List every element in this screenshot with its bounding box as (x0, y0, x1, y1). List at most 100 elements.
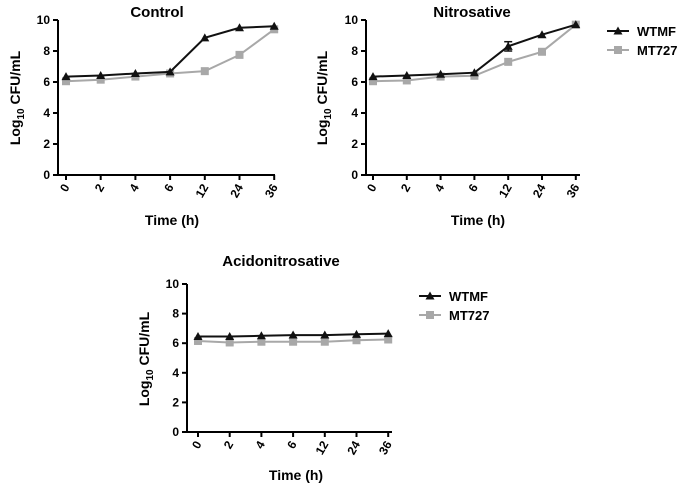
data-point-wtmf (352, 329, 361, 338)
y-axis-label-base: Log (7, 120, 23, 146)
y-axis-label-subscript: 10 (145, 369, 156, 381)
legend-label-mt727: MT727 (637, 43, 677, 58)
data-point-wtmf (288, 330, 298, 339)
y-axis-label-base: Log (136, 381, 152, 407)
data-point-mt727 (538, 47, 546, 56)
y-axis-label: Log10 CFU/mL (136, 311, 156, 406)
chart-title: Nitrosative (433, 4, 511, 21)
x-tick-label: 24 (227, 181, 246, 200)
legend: WTMF MT727 (607, 24, 677, 58)
data-point-wtmf (165, 67, 175, 76)
x-tick-label: 2 (92, 181, 108, 194)
data-point-mt727 (384, 335, 393, 344)
data-point-mt727 (352, 336, 361, 345)
x-axis-label: Time (h) (269, 467, 323, 483)
data-point-mt727 (320, 337, 329, 346)
data-point-mt727 (235, 50, 244, 59)
data-point-mt727 (289, 337, 298, 346)
y-tick-label: 10 (345, 13, 359, 27)
y-tick-label: 0 (172, 425, 179, 439)
y-tick-label: 8 (172, 307, 179, 321)
x-tick-label: 36 (376, 438, 395, 457)
legend-marker-mt727 (614, 46, 622, 54)
data-point-wtmf (402, 70, 412, 79)
x-axis-label: Time (h) (451, 212, 505, 228)
legend: WTMF MT727 (419, 289, 489, 323)
data-point-wtmf (200, 33, 210, 42)
data-point-wtmf (383, 329, 393, 338)
x-tick-label: 36 (564, 181, 583, 200)
data-point-wtmf (537, 30, 547, 39)
x-tick-label: 12 (313, 438, 332, 457)
y-axis-label-subscript: 10 (323, 108, 334, 120)
y-tick-label: 10 (166, 277, 180, 291)
y-axis-label-rest: CFU/mL (7, 50, 23, 108)
x-tick-label: 4 (253, 438, 269, 451)
x-tick-label: 6 (284, 438, 300, 451)
data-point-wtmf (503, 41, 513, 50)
legend-label-wtmf: WTMF (449, 289, 488, 304)
y-tick-label: 6 (351, 75, 358, 89)
y-axis-label-subscript: 10 (16, 108, 27, 120)
y-axis-label-base: Log (314, 120, 330, 146)
chart-title: Control (130, 4, 183, 21)
x-tick-label: 24 (344, 438, 363, 457)
data-point-mt727 (402, 76, 411, 85)
y-tick-label: 6 (43, 75, 50, 89)
data-point-wtmf (235, 23, 244, 32)
y-tick-label: 6 (172, 336, 179, 350)
data-point-wtmf (571, 20, 581, 29)
y-tick-label: 8 (351, 44, 358, 58)
x-axis-label: Time (h) (145, 212, 199, 228)
x-tick-label: 2 (221, 438, 237, 451)
data-point-wtmf (96, 70, 106, 79)
x-tick-label: 24 (530, 181, 549, 200)
x-tick-label: 4 (432, 181, 448, 194)
data-point-mt727 (504, 57, 513, 66)
x-tick-label: 12 (496, 181, 515, 200)
data-point-wtmf (269, 21, 279, 30)
chart-title: Acidonitrosative (222, 253, 340, 270)
data-point-wtmf (193, 332, 203, 341)
x-tick-label: 36 (262, 181, 281, 200)
data-point-mt727 (200, 67, 209, 76)
data-point-wtmf (256, 331, 266, 340)
data-point-mt727 (194, 336, 202, 345)
y-tick-label: 2 (351, 137, 358, 151)
y-tick-label: 2 (172, 395, 179, 409)
x-tick-label: 2 (398, 181, 414, 194)
y-axis-label: Log10 CFU/mL (7, 50, 27, 145)
y-axis-label-rest: CFU/mL (136, 311, 152, 369)
data-point-wtmf (61, 72, 71, 81)
y-tick-label: 4 (43, 106, 50, 120)
data-point-mt727 (257, 337, 266, 346)
y-tick-label: 8 (43, 44, 50, 58)
y-axis-label-rest: CFU/mL (314, 50, 330, 108)
x-tick-label: 6 (161, 181, 177, 194)
data-point-mt727 (225, 338, 234, 347)
x-tick-label: 0 (364, 181, 380, 194)
legend-marker-wtmf (613, 26, 623, 35)
x-tick-label: 0 (189, 438, 205, 451)
data-point-mt727 (62, 77, 70, 86)
data-point-wtmf (436, 69, 446, 78)
y-tick-label: 4 (172, 366, 179, 380)
x-tick-label: 12 (193, 181, 212, 200)
data-point-wtmf (469, 68, 479, 77)
data-point-wtmf (130, 68, 140, 77)
data-point-wtmf (368, 72, 378, 81)
x-tick-label: 6 (466, 181, 482, 194)
legend-label-wtmf: WTMF (637, 24, 676, 39)
data-point-mt727 (369, 77, 377, 86)
legend-label-mt727: MT727 (449, 308, 489, 323)
data-point-wtmf (225, 332, 235, 341)
x-tick-label: 0 (57, 181, 73, 194)
legend-marker-wtmf (425, 291, 435, 300)
y-tick-label: 4 (351, 106, 358, 120)
y-tick-label: 0 (351, 168, 358, 182)
data-point-mt727 (96, 75, 105, 84)
